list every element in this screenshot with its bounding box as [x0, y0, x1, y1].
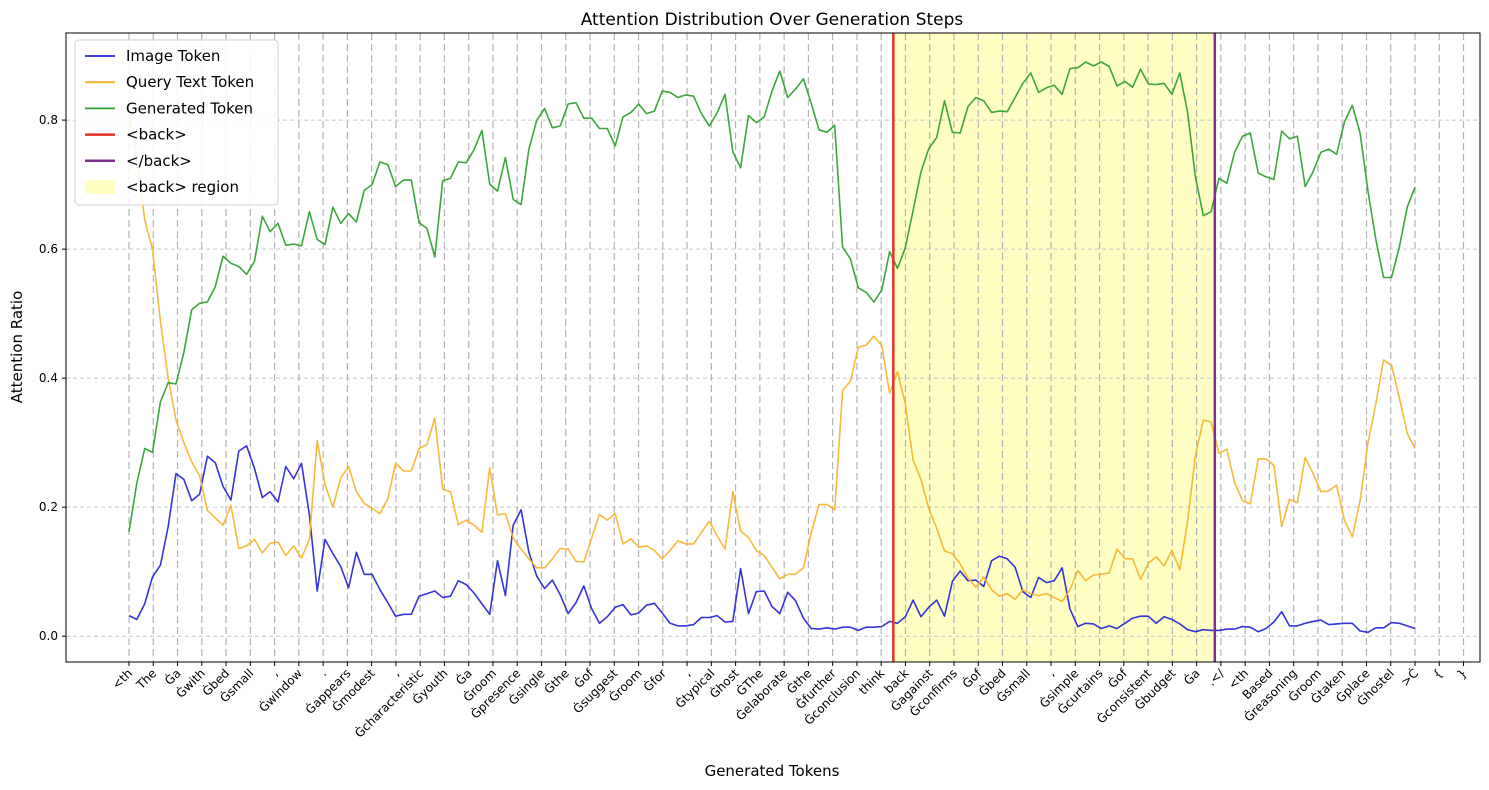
x-tick-label: . [317, 666, 330, 679]
y-axis-label: Attention Ratio [8, 291, 26, 404]
series-line-generated-token [128, 61, 1416, 532]
x-tick-label: think [856, 666, 887, 697]
x-tick-label: , [1045, 666, 1058, 679]
x-tick-label: The [133, 666, 159, 692]
legend-label: <back> [126, 126, 187, 144]
x-tick-label: .</ [1204, 666, 1227, 689]
back-region-shade [893, 33, 1215, 662]
series-line-image-token [128, 445, 1416, 634]
legend: Image Token Query Text Token Generated Tok… [74, 39, 279, 206]
y-tick-label: 0.8 [39, 113, 58, 127]
legend-label: <back> region [126, 178, 239, 196]
y-tick-label: 0.2 [39, 500, 58, 514]
legend-swatch [85, 180, 115, 194]
x-tick-label: Ġthe [540, 665, 572, 697]
back-region-layer [893, 33, 1215, 662]
x-tick-label: } [1454, 666, 1469, 681]
legend-label: Generated Token [126, 99, 253, 117]
x-tick-label: Ġwindow [255, 665, 305, 715]
chart-title: Attention Distribution Over Generation S… [581, 10, 964, 30]
y-tick-label: 0.6 [39, 242, 58, 256]
marker-layer [892, 33, 1217, 662]
x-tick-label: , [389, 666, 402, 679]
x-tick-label: >Ċ [1397, 665, 1421, 689]
plot-frame [65, 32, 1481, 663]
x-tick-label: Ġa [1180, 665, 1203, 688]
y-tick-label: 0.4 [39, 371, 58, 385]
grid-layer [66, 33, 1480, 662]
x-tick-label: <th [109, 666, 135, 692]
legend-label: </back> [126, 152, 192, 170]
legend-box [74, 39, 279, 206]
series-layer [128, 61, 1416, 634]
y-tick-label: 0.0 [39, 629, 58, 643]
legend-label: Query Text Token [126, 73, 254, 91]
x-tick-label: , [681, 666, 694, 679]
y-axis-ticks: 0.0 0.2 0.4 0.6 0.8 [39, 113, 66, 643]
x-tick-label: { [1430, 666, 1445, 681]
x-tick-label: , [268, 666, 281, 679]
legend-label: Image Token [126, 47, 220, 65]
x-tick-label: Ġfor [639, 665, 669, 695]
x-axis-label: Generated Tokens [705, 762, 840, 780]
series-line-query-text-token [128, 113, 1416, 603]
